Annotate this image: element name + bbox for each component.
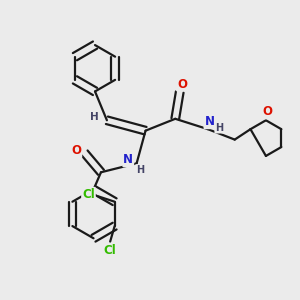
Text: Cl: Cl	[82, 188, 95, 201]
Text: Cl: Cl	[103, 244, 116, 257]
Text: O: O	[71, 144, 81, 157]
Text: O: O	[177, 77, 187, 91]
Text: N: N	[204, 115, 214, 128]
Text: O: O	[262, 106, 272, 118]
Text: H: H	[136, 165, 144, 175]
Text: N: N	[123, 153, 133, 166]
Text: H: H	[90, 112, 99, 122]
Text: H: H	[215, 123, 223, 133]
